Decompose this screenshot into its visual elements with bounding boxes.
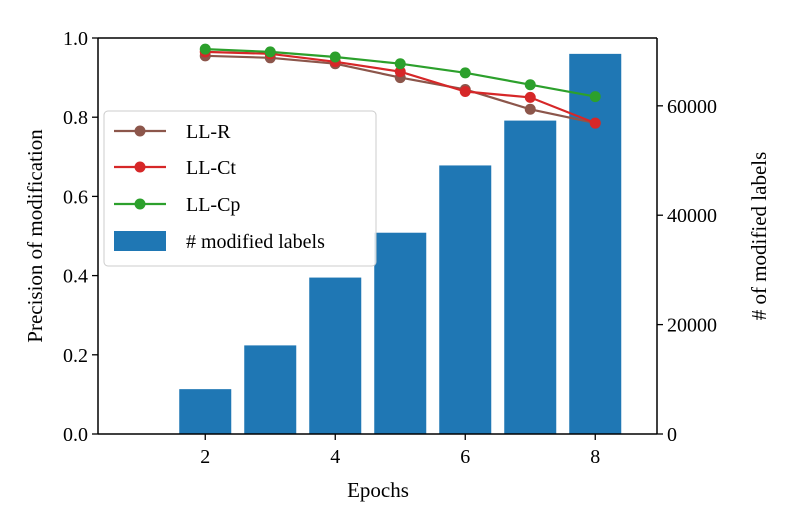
legend-label-ll-r: LL-R: [186, 121, 231, 143]
legend-label-ll-ct: LL-Ct: [186, 157, 236, 179]
legend-swatch-bars: [114, 231, 166, 251]
y-right-tick-label: 20000: [667, 315, 717, 337]
y-left-tick-label: 0.2: [63, 345, 88, 367]
bar-epoch-3: [244, 345, 297, 434]
legend-marker-ll-ct: [134, 161, 146, 173]
point-ll-cp-epoch-6: [459, 67, 471, 79]
x-tick-label: 2: [200, 446, 210, 468]
bar-epoch-2: [179, 389, 232, 434]
y-right-tick-label: 60000: [667, 96, 717, 118]
bar-epoch-6: [439, 165, 492, 434]
legend-label-bars: # modified labels: [186, 231, 325, 253]
y-left-tick-label: 0.6: [63, 186, 88, 208]
series-ll-cp: [199, 43, 601, 103]
y-right-tick-label: 0: [667, 424, 677, 446]
y-axis-left-label: Precision of modification: [23, 129, 47, 343]
bar-epoch-4: [309, 277, 362, 434]
legend-box: [103, 110, 377, 267]
legend-marker-ll-r: [134, 125, 146, 137]
y-right-tick-label: 40000: [667, 205, 717, 227]
y-left-tick-label: 1.0: [63, 28, 88, 50]
point-ll-cp-epoch-2: [199, 43, 211, 55]
x-tick-label: 4: [330, 446, 340, 468]
point-ll-ct-epoch-5: [394, 66, 406, 78]
point-ll-ct-epoch-7: [524, 91, 536, 103]
point-ll-cp-epoch-3: [264, 46, 276, 58]
line-series-group: [199, 43, 601, 129]
legend: LL-R LL-Ct LL-Cp # modified labels: [103, 110, 377, 267]
axes-frame: [97, 37, 658, 435]
y-left-tick-label: 0.4: [63, 266, 88, 288]
y-left-tick-label: 0.0: [63, 424, 88, 446]
bar-epoch-8: [569, 53, 622, 434]
bar-epoch-7: [504, 120, 557, 435]
legend-label-ll-cp: LL-Cp: [186, 194, 240, 216]
point-ll-cp-epoch-7: [524, 79, 536, 91]
y-axis-right-label: # of modified labels: [747, 152, 771, 321]
x-axis-label: Epochs: [347, 478, 409, 502]
bar-epoch-5: [374, 232, 427, 434]
x-tick-label: 6: [460, 446, 470, 468]
point-ll-cp-epoch-5: [394, 58, 406, 70]
ticks: 2 4 6 8 0.0 0.2 0.4 0.6 0.8 1.0 0 20000 40000 60000: [63, 28, 717, 468]
point-ll-ct-epoch-6: [459, 85, 471, 97]
point-ll-ct-epoch-8: [589, 117, 601, 129]
point-ll-cp-epoch-4: [329, 51, 341, 63]
y-left-tick-label: 0.8: [63, 107, 88, 129]
x-tick-label: 8: [590, 446, 600, 468]
point-ll-r-epoch-7: [524, 103, 536, 115]
point-ll-cp-epoch-8: [589, 91, 601, 103]
legend-marker-ll-cp: [134, 198, 146, 210]
